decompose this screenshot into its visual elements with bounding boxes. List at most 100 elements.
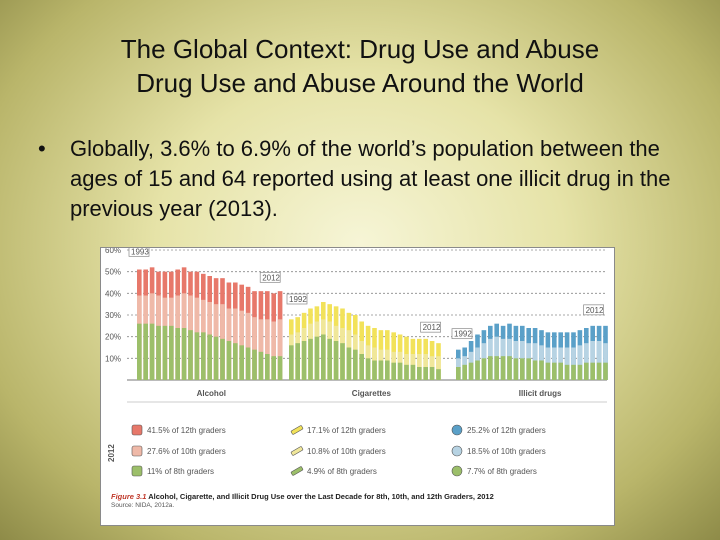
bar-illicit-drugs-eighth: [520, 358, 525, 380]
bar-illicit-drugs-tenth: [584, 343, 589, 380]
caption-text: Alcohol, Cigarette, and Illicit Drug Use…: [148, 492, 494, 501]
bar-illicit-drugs-eighth: [526, 358, 531, 380]
legend-text: 10.8% of 10th graders: [307, 447, 386, 456]
pill-icon: [451, 445, 463, 457]
bar-illicit-drugs-tenth: [571, 347, 576, 380]
bar-cigarettes-eighth: [314, 336, 320, 380]
cup-icon: [131, 445, 143, 457]
bar-cigarettes-eighth: [429, 367, 435, 380]
bar-cigarettes-eighth: [359, 354, 364, 380]
bar-illicit-drugs-eighth: [507, 356, 512, 380]
bar-alcohol-eighth: [156, 325, 161, 380]
bar-alcohol-eighth: [252, 349, 257, 380]
bar-illicit-drugs-eighth: [596, 362, 602, 380]
bar-alcohol-eighth: [213, 336, 219, 380]
title-line-1: The Global Context: Drug Use and Abuse: [120, 34, 600, 64]
legend-text: 18.5% of 10th graders: [467, 447, 546, 456]
bar-cigarettes-eighth: [308, 338, 313, 380]
year-label-box: [420, 321, 441, 333]
bar-alcohol-eighth: [181, 328, 187, 380]
year-label-box: [128, 248, 150, 257]
bar-illicit-drugs-eighth: [513, 358, 519, 380]
bar-illicit-drugs-eighth: [545, 362, 551, 380]
legend-text: 41.5% of 12th graders: [147, 426, 226, 435]
bar-cigarettes-eighth: [385, 360, 390, 380]
bar-alcohol-tenth: [271, 321, 276, 380]
bar-cigarettes-eighth: [404, 364, 409, 380]
bar-illicit-drugs-eighth: [494, 356, 499, 380]
bar-alcohol-eighth: [245, 347, 251, 380]
bar-cigarettes-eighth: [333, 341, 339, 380]
caption-source: Source: NIDA, 2012a.: [111, 502, 175, 509]
bar-cigarettes-eighth: [372, 360, 377, 380]
bar-alcohol-tenth: [277, 319, 283, 380]
bar-alcohol-tenth: [245, 312, 251, 380]
bar-illicit-drugs-tenth: [590, 341, 595, 380]
bar-illicit-drugs-eighth: [564, 364, 570, 380]
year-label: 2012: [262, 273, 280, 282]
bar-alcohol-eighth: [226, 341, 232, 380]
bar-illicit-drugs-eighth: [552, 362, 557, 380]
bar-alcohol-tenth: [252, 317, 257, 380]
year-label: 2012: [423, 323, 441, 332]
bar-illicit-drugs-eighth: [558, 362, 563, 380]
figure-caption: Figure 3.1 Alcohol, Cigarette, and Illic…: [111, 492, 607, 510]
cup-icon: [131, 424, 143, 436]
bar-illicit-drugs-eighth: [584, 362, 589, 380]
y-tick-label: 10%: [105, 354, 121, 363]
bar-alcohol-tenth: [258, 319, 264, 380]
bar-alcohol-eighth: [175, 328, 180, 380]
bar-alcohol-eighth: [169, 325, 174, 380]
slide-title: The Global Context: Drug Use and Abuse D…: [0, 32, 720, 100]
group-label: Alcohol: [197, 389, 226, 398]
bar-alcohol-eighth: [239, 345, 244, 380]
y-tick-label: 50%: [105, 268, 121, 277]
bar-illicit-drugs-eighth: [462, 364, 467, 380]
legend-text: 4.9% of 8th graders: [307, 467, 377, 476]
year-label: 1993: [131, 248, 149, 256]
year-label: 1992: [289, 295, 307, 304]
bar-illicit-drugs-tenth: [577, 345, 583, 380]
bar-alcohol-eighth: [201, 332, 206, 380]
y-tick-label: 30%: [105, 311, 121, 320]
bar-illicit-drugs-eighth: [590, 362, 595, 380]
bar-illicit-drugs-eighth: [500, 356, 506, 380]
bar-cigarettes-eighth: [295, 343, 300, 380]
bar-cigarettes-eighth: [353, 349, 358, 380]
bar-cigarettes-eighth: [340, 343, 345, 380]
bar-alcohol-eighth: [265, 354, 270, 380]
bar-alcohol-eighth: [137, 323, 142, 380]
bar-illicit-drugs-eighth: [488, 356, 493, 380]
bar-cigarettes-eighth: [289, 345, 294, 380]
year-label-box: [259, 271, 281, 283]
legend-text: 7.7% of 8th graders: [467, 467, 537, 476]
pill-icon: [451, 465, 463, 477]
group-label: Illicit drugs: [519, 389, 562, 398]
bar-alcohol-eighth: [271, 356, 276, 380]
pill-icon: [451, 424, 463, 436]
bar-cigarettes-eighth: [436, 369, 441, 380]
bar-illicit-drugs-eighth: [532, 360, 538, 380]
bullet-dot: •: [38, 136, 46, 161]
bar-cigarettes-eighth: [397, 362, 403, 380]
cigarette-icon: [290, 466, 304, 476]
year-label: 1992: [454, 330, 472, 339]
bar-illicit-drugs-eighth: [571, 364, 576, 380]
bar-cigarettes-eighth: [327, 338, 332, 380]
bar-illicit-drugs-eighth: [481, 358, 487, 380]
y-tick-label: 40%: [105, 289, 121, 298]
drug-use-chart: 60% 50% 40% 30% 20% 10% 1993 2012 1992 2012 1992 20…: [105, 248, 608, 477]
bar-alcohol-eighth: [233, 343, 238, 380]
bar-illicit-drugs-eighth: [456, 367, 461, 380]
bar-cigarettes-eighth: [410, 364, 416, 380]
year-label: 2012: [586, 306, 604, 315]
bar-cigarettes-eighth: [301, 341, 307, 380]
drug-use-figure: 60% 50% 40% 30% 20% 10% 1993 2012 1992 2012 1992 20…: [100, 247, 615, 526]
cigarette-icon: [290, 425, 304, 435]
year-label-box: [451, 328, 473, 340]
bar-alcohol-eighth: [277, 356, 283, 380]
bar-alcohol-eighth: [220, 338, 225, 380]
bar-alcohol-tenth: [239, 310, 244, 380]
year-label-box: [583, 304, 604, 316]
bar-alcohol-eighth: [194, 332, 200, 380]
